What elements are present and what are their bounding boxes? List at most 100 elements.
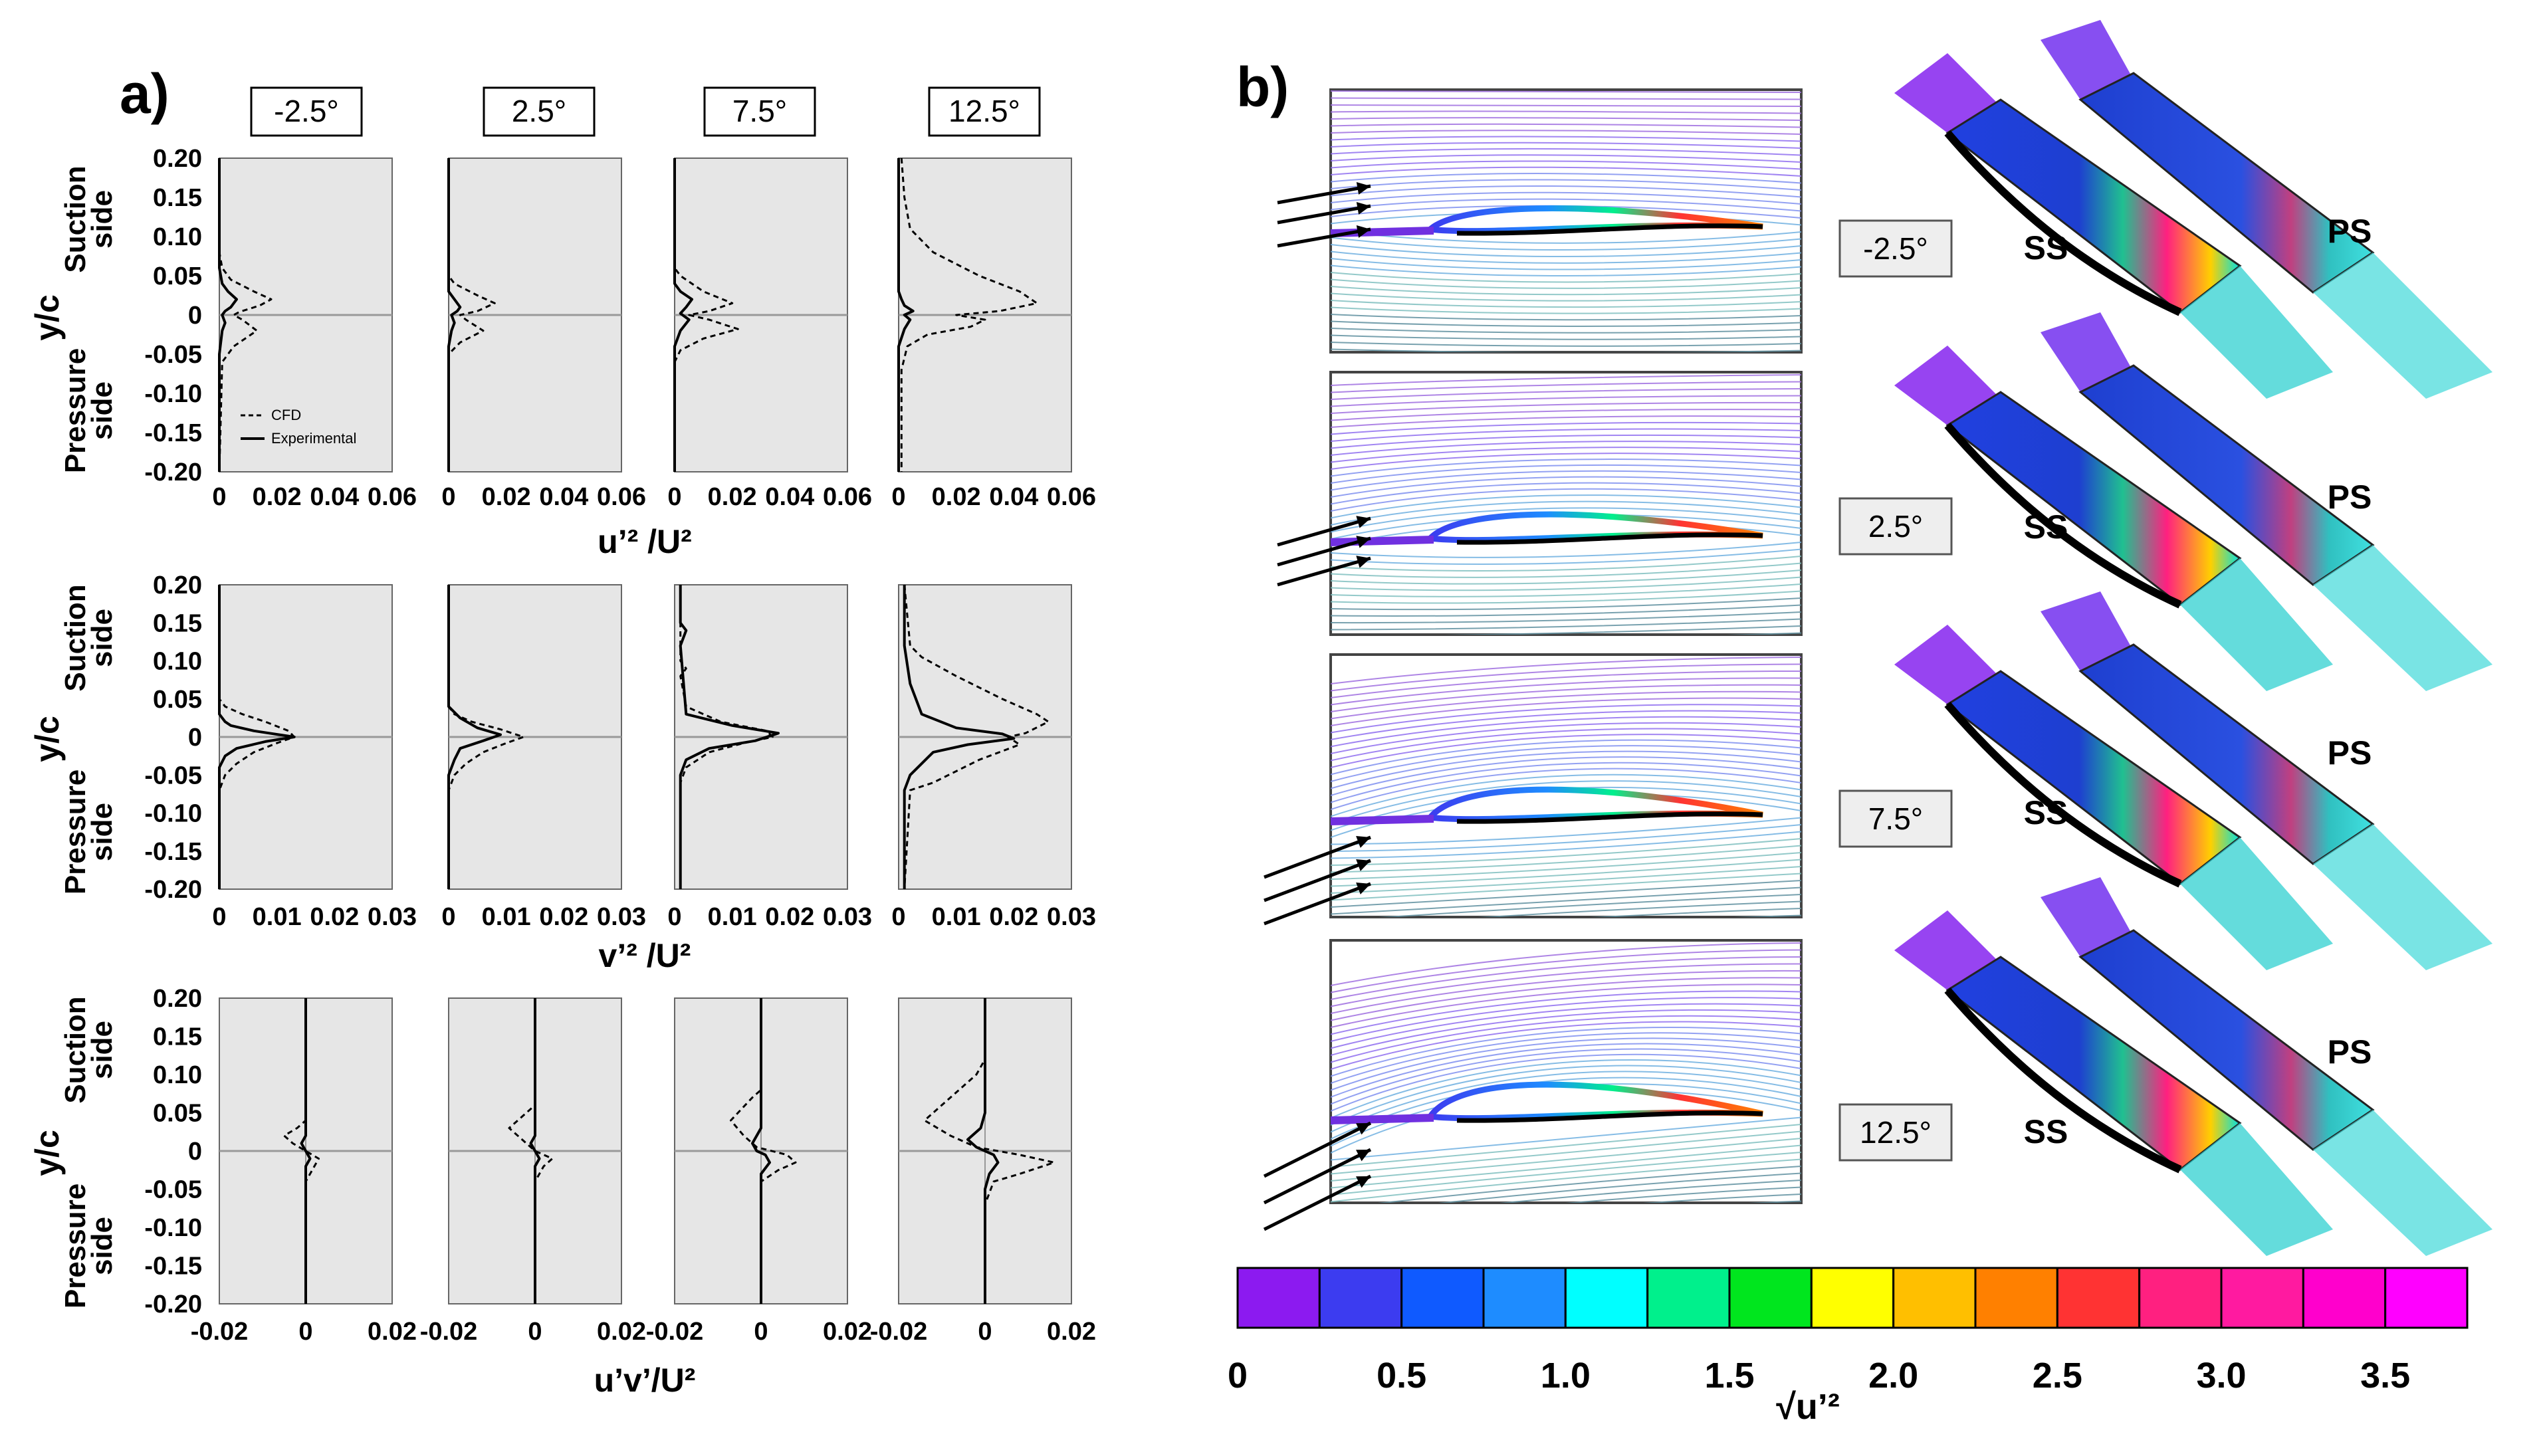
panel-a-label: a) [120, 62, 169, 125]
streamline [1331, 488, 1801, 512]
streamline [1331, 148, 1801, 156]
streamline [1331, 328, 1801, 334]
cfd-series-line [218, 158, 273, 472]
streamline [1331, 230, 1801, 244]
streamline [1331, 618, 1801, 631]
streamline [1438, 1172, 1801, 1203]
streamline [1331, 745, 1801, 782]
streamline [1331, 1003, 1801, 1049]
ss-inlet-plate [1894, 910, 2001, 990]
streamline [1331, 374, 1801, 386]
chart-row-1: 0.200.150.100.050-0.05-0.10-0.15-0.200 0.… [144, 572, 1096, 974]
ps-wake [2313, 824, 2492, 970]
x-tick-label: 0 [891, 903, 905, 931]
streamline [1749, 1200, 1801, 1203]
leading-plate [1330, 1114, 1434, 1124]
streamline [1331, 583, 1801, 597]
ss-inlet-plate [1894, 53, 2001, 133]
side-label: side [86, 1217, 118, 1275]
angle-header-label: 2.5° [512, 94, 566, 128]
streamline [1331, 142, 1801, 149]
y-tick-label: 0.20 [153, 145, 202, 173]
pressure-label: Pressure [59, 348, 92, 473]
streamline [1331, 459, 1801, 477]
side-label: side [86, 381, 118, 440]
ss-wake [2180, 1123, 2333, 1256]
colorbar-swatch [2302, 1267, 2387, 1329]
streamline [1331, 173, 1801, 184]
colorbar-swatch [1482, 1267, 1567, 1329]
streamline [1331, 476, 1801, 498]
colorbar-swatch [1236, 1267, 1321, 1329]
x-tick-label: 0.06 [823, 483, 872, 511]
b-angle-text: 12.5° [1860, 1115, 1932, 1150]
x-tick-labels: 0 0.02 0.04 0.06 [891, 483, 1096, 511]
side-label: side [86, 803, 118, 861]
ps-label: PS [2328, 213, 2372, 250]
streamline [1331, 123, 1801, 128]
subplot-r2-c0: -0.02 0 0.02 [191, 997, 417, 1346]
x-tick-label: 0.02 [989, 903, 1038, 931]
x-tick-label: 0.01 [253, 903, 302, 931]
colorbar-tick-label: 2.0 [1868, 1356, 1918, 1396]
x-tick-label: 0.01 [708, 903, 757, 931]
x-tick-label: 0.04 [765, 483, 814, 511]
streamline [1331, 990, 1801, 1035]
streamline [1331, 166, 1801, 177]
x-tick-label: 0.06 [1047, 483, 1096, 511]
streamline [1331, 1071, 1801, 1133]
ps-label: PS [2328, 478, 2372, 516]
y-tick-label: 0.05 [153, 686, 202, 714]
leading-plate [1330, 815, 1434, 825]
streamline [1331, 1043, 1801, 1098]
colorbar-swatch [1646, 1267, 1731, 1329]
colorbar-swatch [2138, 1267, 2223, 1329]
x-tick-label: 0.03 [1047, 903, 1096, 931]
ps-wake [2313, 253, 2492, 399]
streamline [1331, 334, 1801, 340]
streamline [1331, 300, 1801, 308]
streamline [1331, 1053, 1801, 1112]
x-tick-label: 0.02 [823, 1318, 872, 1346]
ps-label: PS [2328, 1033, 2372, 1071]
x-tick-label: 0.02 [708, 483, 757, 511]
streamline [1331, 880, 1801, 908]
x-tick-label: -0.02 [191, 1318, 249, 1346]
y-tick-label: -0.10 [144, 800, 202, 828]
y-tick-labels: 0.20 0.15 0.10 0.05 0 -0.05 -0.10 -0.15 -0.20 [144, 572, 202, 904]
streamline [1331, 970, 1801, 1014]
cfd-series-line [730, 998, 797, 1304]
colorbar-swatch [2384, 1267, 2469, 1329]
subplot-r0-c2: 0 0.02 0.04 0.06 [667, 157, 872, 511]
arrow-head [1356, 516, 1371, 528]
streamline [1331, 110, 1801, 114]
arrow-head [1356, 225, 1371, 238]
experimental-series-line [529, 998, 541, 1304]
x-tick-label: 0.02 [765, 903, 814, 931]
streamline [1331, 590, 1801, 604]
streamline [1331, 704, 1801, 734]
experimental-series-line [679, 585, 780, 889]
streamline [1331, 710, 1801, 740]
y-tick-labels: 0.20 0.15 0.10 0.05 0 -0.05 -0.10 -0.15 -0.20 [144, 985, 202, 1318]
x-tick-label: 0.03 [597, 903, 646, 931]
streamline [1331, 1065, 1801, 1126]
streamline [1331, 395, 1801, 407]
x-tick-label: 0.04 [310, 483, 359, 511]
streamline [1331, 1032, 1801, 1084]
streamline [1331, 604, 1801, 617]
arrow-head [1356, 202, 1371, 215]
streamline [1331, 130, 1801, 135]
streamline [1331, 470, 1801, 491]
streamline [1331, 264, 1801, 277]
streamline [1331, 428, 1801, 442]
x-tick-label: 0.04 [989, 483, 1038, 511]
arrow-head [1356, 882, 1371, 894]
inflow-arrow [1263, 1121, 1372, 1178]
x-axis-label: u’v’/U² [594, 1362, 696, 1399]
experimental-series-line [447, 585, 502, 889]
y-tick-label: -0.15 [144, 419, 202, 447]
y-tick-label: 0.05 [153, 262, 202, 290]
streamline [1331, 548, 1801, 565]
inflow-arrow [1277, 227, 1371, 248]
